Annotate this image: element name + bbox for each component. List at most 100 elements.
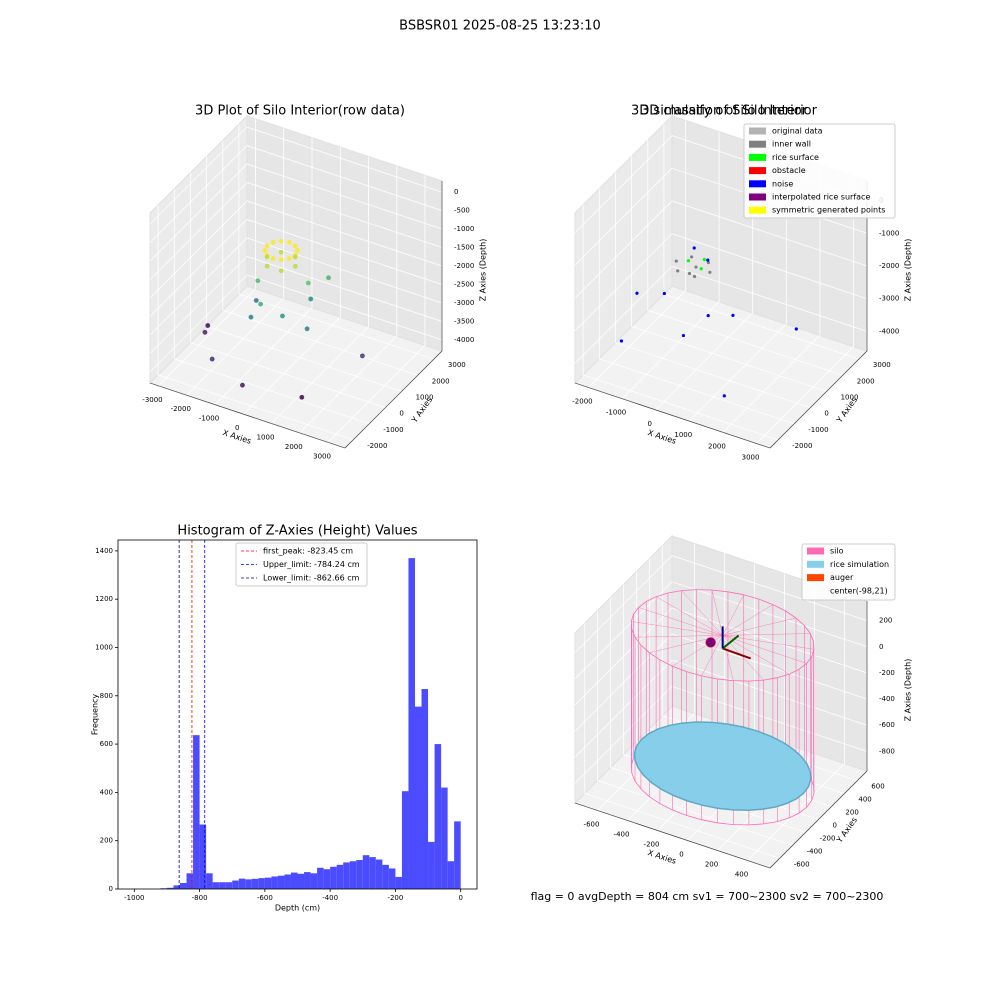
silo-roof	[635, 635, 723, 638]
bar	[382, 864, 389, 889]
x-tick-label: 3000	[742, 454, 760, 462]
grid-line	[584, 623, 780, 859]
y-tick-label: 800	[100, 692, 113, 700]
grid-line	[157, 204, 354, 441]
chart-title: Histogram of Z-Axies (Height) Values	[177, 524, 417, 539]
data-point	[692, 246, 696, 250]
z-tick-label: -200	[879, 669, 895, 677]
legend-swatch	[749, 167, 766, 175]
legend-label: first_peak: -823.45 cm	[263, 547, 353, 556]
x-tick-label: -1000	[199, 415, 219, 423]
bar	[454, 821, 461, 889]
bar	[206, 873, 213, 889]
legend-label: inner wall	[772, 140, 811, 149]
x-tick-label: -200	[644, 841, 660, 849]
x-tick-label: 2000	[285, 443, 303, 451]
z-tick-label: -1000	[454, 225, 474, 233]
data-point	[694, 265, 698, 269]
grid-line	[717, 583, 815, 851]
data-point	[205, 323, 211, 328]
y-tick-label: 600	[100, 740, 113, 748]
grid-line	[574, 265, 868, 364]
z-tick-label: -4000	[454, 336, 474, 344]
x-tick-label: 400	[735, 871, 748, 879]
data-point	[706, 314, 710, 318]
legend-label: Upper_limit: -784.24 cm	[263, 560, 360, 569]
data-point	[722, 394, 726, 398]
y-tick-label: 3000	[873, 361, 891, 369]
data-point	[326, 275, 331, 281]
bar	[447, 861, 455, 889]
grid-line	[574, 633, 868, 732]
y-tick-label: 1400	[95, 547, 113, 555]
z-tick-label: -2000	[879, 262, 899, 270]
bar	[343, 862, 350, 889]
x-tick-label: 1000	[674, 431, 692, 439]
silo-roof	[656, 596, 723, 636]
x-axis-line	[574, 802, 771, 869]
x-tick-label: -800	[192, 894, 208, 902]
y-tick-label: -400	[807, 847, 823, 855]
legend-label: silo	[830, 547, 844, 556]
grid-line	[327, 175, 426, 443]
grid-line	[149, 219, 443, 317]
silo-roof	[722, 604, 774, 636]
bar	[264, 877, 272, 889]
silo-roof	[722, 635, 807, 664]
bar	[441, 787, 448, 889]
legend-swatch	[749, 127, 766, 135]
data-point	[708, 270, 712, 274]
bar	[330, 866, 337, 889]
legend-swatch	[749, 140, 766, 148]
bar	[290, 872, 298, 889]
bar	[388, 868, 396, 889]
grid-line	[756, 176, 854, 444]
data-point	[619, 339, 624, 343]
y-tick-label: 3000	[448, 361, 466, 369]
grid-line	[722, 165, 821, 433]
data-point	[286, 256, 292, 261]
legend-swatch	[749, 180, 766, 188]
grid-line	[158, 118, 256, 387]
x-tick-label: -2000	[171, 405, 191, 413]
data-point	[292, 243, 298, 249]
auger-axis	[722, 647, 751, 660]
bar	[297, 873, 305, 889]
auger	[705, 637, 716, 648]
bar	[349, 861, 357, 889]
legend-box	[743, 123, 896, 219]
legend-swatch	[749, 153, 766, 161]
silo-roof	[722, 635, 734, 681]
x-axis-line	[574, 382, 771, 449]
x-tick-label: -200	[387, 894, 403, 902]
grid-line	[149, 182, 443, 280]
grid-line	[214, 137, 313, 405]
z-tick-label: 0	[879, 643, 883, 651]
y-tick-label: 200	[100, 837, 113, 845]
legend-swatch	[749, 193, 766, 201]
grid-line	[149, 255, 443, 354]
y-tick-label: 0	[399, 410, 403, 418]
bar	[317, 867, 324, 889]
z-axis-label: Z Axies (Depth)	[904, 239, 913, 302]
legend-label: symmetric generated points	[772, 206, 885, 215]
z-tick-label: -2000	[454, 262, 474, 270]
x-tick-label: 0	[458, 894, 462, 902]
y-tick-label: 1000	[95, 643, 113, 651]
data-point	[278, 257, 284, 263]
y-axis-line	[769, 770, 868, 869]
bar	[271, 876, 278, 889]
z-tick-label: -4000	[879, 327, 899, 335]
bar	[395, 876, 402, 889]
bar	[186, 873, 194, 889]
x-tick-label: -400	[322, 894, 338, 902]
grid-line	[574, 659, 868, 758]
grid-line	[598, 188, 795, 425]
y-tick-label: -600	[794, 860, 810, 868]
bar	[414, 706, 422, 889]
bar	[245, 879, 252, 889]
data-point	[674, 259, 678, 263]
silo-roof	[631, 621, 723, 636]
legend-label: rice surface	[772, 153, 819, 162]
bar	[251, 878, 259, 889]
